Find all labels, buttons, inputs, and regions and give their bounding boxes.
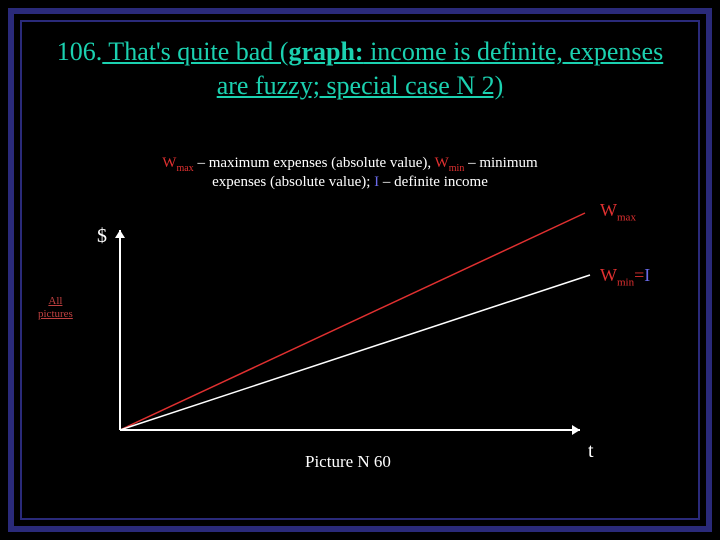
all-pictures-link[interactable]: Allpictures bbox=[38, 295, 73, 321]
wmax-line-label: Wmax bbox=[600, 200, 636, 224]
slide: 106. That's quite bad (graph: income is … bbox=[0, 0, 720, 540]
x-axis-label: t bbox=[588, 440, 594, 463]
wmin-line-label: Wmin=I bbox=[600, 265, 650, 289]
chart-caption: Picture N 60 bbox=[305, 452, 391, 472]
y-axis-label: $ bbox=[97, 225, 107, 248]
